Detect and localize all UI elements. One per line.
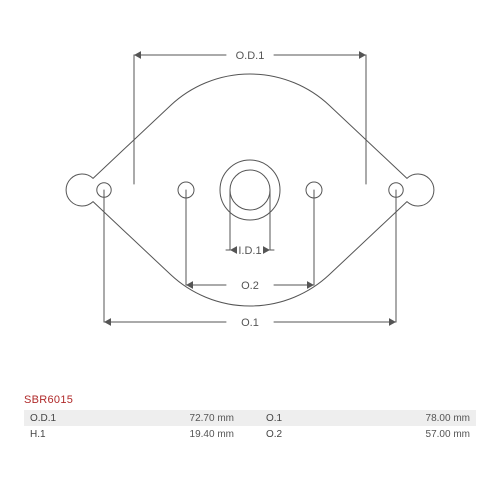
spec-row: O.D.1 72.70 mm O.1 78.00 mm [24, 410, 476, 426]
spec-value: 78.00 mm [322, 413, 476, 424]
part-number: SBR6015 [24, 394, 476, 406]
spec-label: H.1 [24, 429, 86, 440]
spec-label: O.1 [260, 413, 322, 424]
svg-text:O.2: O.2 [241, 280, 259, 292]
spec-value: 19.40 mm [86, 429, 240, 440]
svg-text:O.1: O.1 [241, 317, 259, 329]
svg-text:O.D.1: O.D.1 [236, 50, 265, 62]
spec-table: SBR6015 O.D.1 72.70 mm O.1 78.00 mm H.1 … [24, 394, 476, 442]
spec-value: 57.00 mm [322, 429, 476, 440]
svg-text:I.D.1: I.D.1 [238, 245, 261, 257]
spec-label: O.2 [260, 429, 322, 440]
spec-label: O.D.1 [24, 413, 86, 424]
spec-value: 72.70 mm [86, 413, 240, 424]
spec-row: H.1 19.40 mm O.2 57.00 mm [24, 426, 476, 442]
technical-drawing: O.D.1 I.D.1 O.2 O.1 [0, 0, 500, 360]
